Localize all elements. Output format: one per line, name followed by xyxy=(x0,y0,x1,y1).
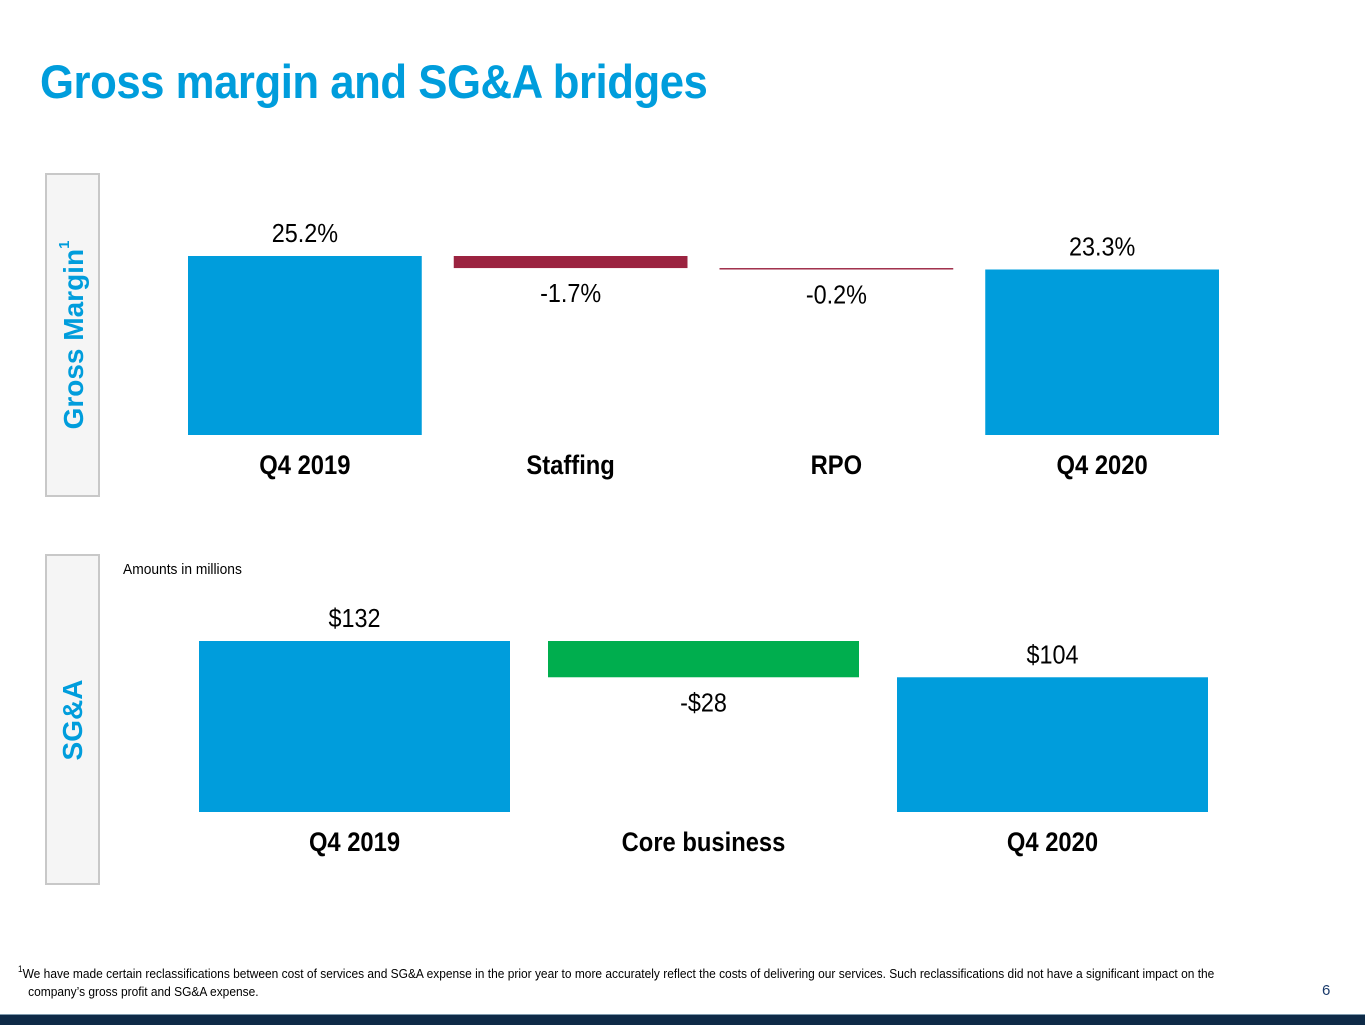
footnote-marker: 1 xyxy=(18,964,23,974)
data-label: 25.2% xyxy=(272,220,338,248)
gross-margin-section-label: Gross Margin1 xyxy=(45,173,100,497)
total-bar xyxy=(985,269,1219,435)
category-label: RPO xyxy=(811,451,862,481)
sga-section-label: SG&A xyxy=(45,554,100,885)
data-label: -$28 xyxy=(680,689,727,717)
footnote: 1We have made certain reclassifications … xyxy=(18,960,1308,1001)
total-bar xyxy=(188,256,422,435)
footer-bar xyxy=(0,1014,1365,1025)
category-label: Staffing xyxy=(526,451,614,481)
data-label: 23.3% xyxy=(1069,233,1135,261)
footnote-line-2: company’s gross profit and SG&A expense. xyxy=(28,984,259,999)
data-label: -0.2% xyxy=(806,281,867,309)
page-title: Gross margin and SG&A bridges xyxy=(40,55,708,108)
data-label: $132 xyxy=(328,605,380,633)
category-label: Q4 2020 xyxy=(1007,828,1098,858)
data-label: $104 xyxy=(1026,641,1078,669)
category-label: Q4 2019 xyxy=(309,828,400,858)
delta-bar xyxy=(548,641,859,678)
category-label: Core business xyxy=(622,828,786,858)
page-number: 6 xyxy=(1322,982,1331,999)
delta-bar xyxy=(719,268,954,270)
delta-bar xyxy=(453,256,688,269)
category-label: Q4 2020 xyxy=(1057,451,1148,481)
footnote-line-1: We have made certain reclassifications b… xyxy=(22,966,1215,981)
category-label: Q4 2019 xyxy=(259,451,350,481)
data-label: -1.7% xyxy=(540,280,601,308)
sga-bridge-chart: $132 Q4 2019 -$28 Core business $104 Q4 2020 xyxy=(199,605,1208,858)
total-bar xyxy=(199,641,510,812)
total-bar xyxy=(897,677,1208,812)
gross-margin-bridge-chart: 25.2% Q4 2019 -1.7% Staffing -0.2% RPO 23.3% Q4… xyxy=(188,220,1219,481)
amounts-note: Amounts in millions xyxy=(123,561,242,578)
